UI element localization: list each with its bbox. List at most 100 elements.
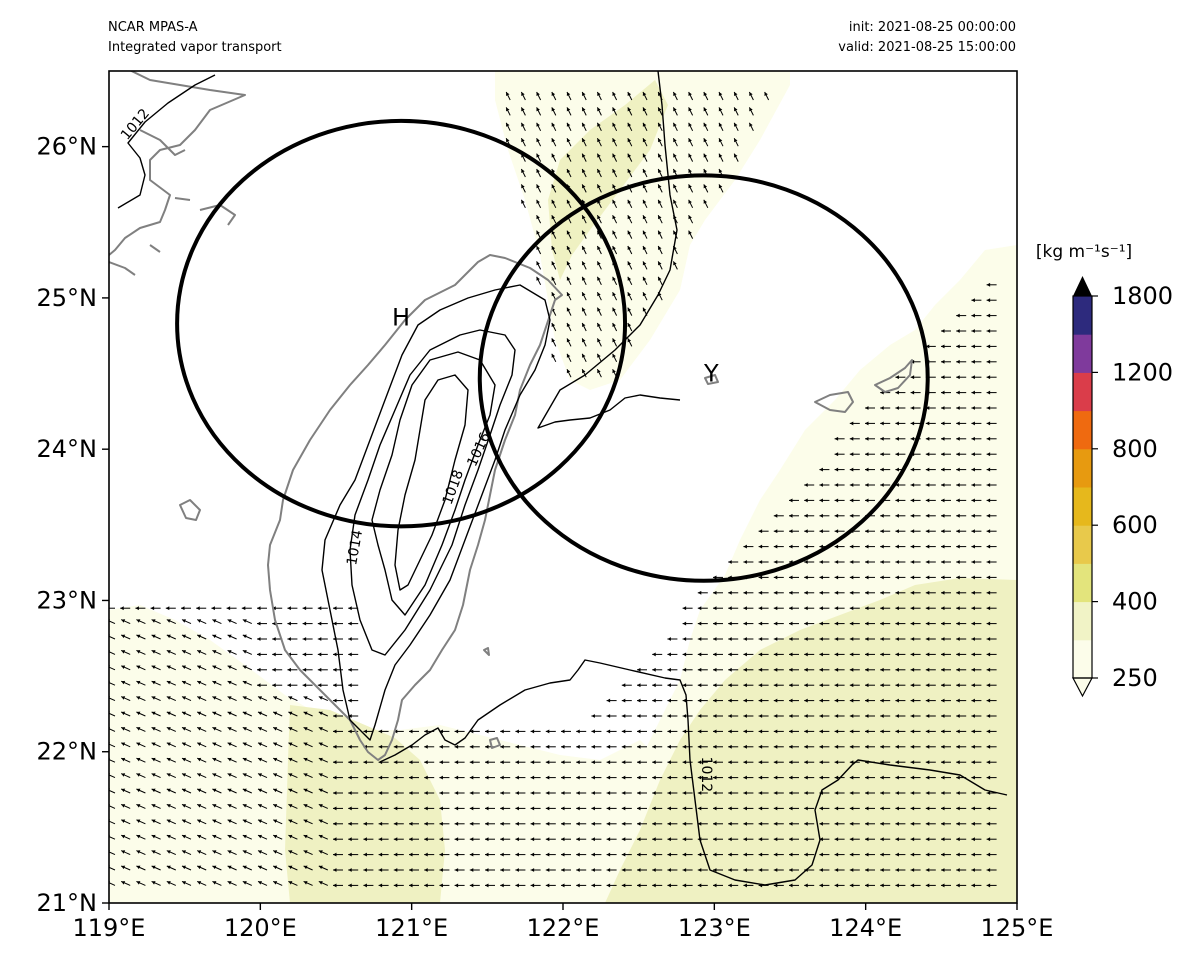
- ivt-vector-head: [697, 729, 702, 734]
- ivt-vector-head: [673, 230, 677, 235]
- ivt-vector-head: [925, 575, 930, 580]
- ivt-vector-head: [515, 868, 519, 872]
- ivt-vector-head: [515, 775, 519, 780]
- ivt-vector-head: [728, 637, 732, 641]
- ivt-vector-head: [318, 865, 323, 870]
- ivt-vector-head: [849, 575, 854, 580]
- ivt-vector-head: [591, 821, 595, 826]
- ivt-vector-head: [363, 729, 367, 734]
- ivt-vector-head: [804, 637, 808, 641]
- ivt-vector-head: [591, 714, 595, 718]
- ivt-vector-head: [348, 698, 352, 703]
- ivt-vector-head: [718, 107, 723, 112]
- ivt-vector-head: [530, 729, 535, 734]
- ivt-vector-head: [212, 773, 217, 777]
- ivt-vector-head: [621, 760, 626, 765]
- ivt-vector-head: [136, 804, 141, 808]
- ivt-vector-head: [834, 575, 839, 580]
- colorbar-tick-label: 1800: [1112, 282, 1173, 310]
- ivt-vector-head: [956, 359, 960, 364]
- ivt-vector-head: [789, 513, 793, 518]
- ivt-vector-head: [743, 883, 747, 888]
- ivt-vector-head: [941, 452, 945, 457]
- ivt-vector-head: [941, 467, 945, 472]
- ivt-vector-head: [880, 806, 884, 811]
- ivt-vector-head: [773, 883, 778, 888]
- ivt-vector-head: [612, 323, 616, 327]
- ivt-vector-head: [166, 865, 171, 870]
- ivt-vector-head: [303, 865, 308, 870]
- ivt-vector-head: [895, 529, 899, 534]
- ivt-vector-head: [849, 590, 854, 595]
- colorbar-unit: [kg m⁻¹s⁻¹]: [1036, 242, 1132, 262]
- ivt-vector-head: [597, 261, 601, 266]
- ivt-vector-head: [849, 544, 854, 549]
- ivt-vector-head: [956, 513, 960, 518]
- ivt-vector-head: [941, 483, 945, 487]
- ivt-vector-head: [621, 806, 626, 811]
- ivt-vector-head: [378, 883, 383, 888]
- ivt-vector-head: [789, 652, 793, 657]
- ivt-vector-head: [758, 667, 763, 672]
- ivt-vector-head: [849, 436, 854, 441]
- ivt-vector-head: [288, 757, 293, 762]
- ivt-vector-head: [530, 775, 535, 780]
- ivt-vector-head: [227, 680, 232, 685]
- ivt-vector-head: [941, 575, 945, 580]
- ivt-vector-head: [197, 711, 202, 716]
- ivt-vector-head: [697, 868, 702, 872]
- ivt-vector-head: [895, 513, 899, 518]
- ivt-vector-head: [652, 729, 656, 734]
- ivt-vector-head: [317, 637, 322, 641]
- ivt-vector-head: [910, 529, 915, 534]
- ivt-vector-head: [688, 107, 692, 112]
- ivt-vector-head: [242, 757, 247, 762]
- ivt-vector-head: [880, 667, 884, 672]
- ivt-vector-head: [956, 575, 960, 580]
- ivt-vector-head: [789, 883, 793, 888]
- ivt-vector-head: [363, 821, 367, 826]
- ivt-vector-head: [697, 821, 702, 826]
- ivt-vector-head: [242, 819, 247, 823]
- ivt-vector-head: [606, 837, 611, 842]
- ivt-vector-head: [758, 606, 763, 611]
- ivt-vector-head: [773, 852, 778, 857]
- ivt-vector-head: [682, 683, 687, 688]
- ivt-vector-head: [621, 698, 626, 703]
- ivt-vector-head: [773, 744, 778, 749]
- ivt-vector-head: [910, 590, 915, 595]
- ivt-vector-head: [627, 169, 632, 173]
- ivt-vector-head: [758, 821, 763, 826]
- ivt-vector-head: [197, 834, 202, 839]
- ivt-vector-head: [257, 606, 261, 611]
- ivt-vector-head: [956, 652, 960, 657]
- ivt-vector-head: [743, 606, 747, 611]
- ivt-vector-head: [819, 714, 823, 718]
- ivt-vector-head: [667, 683, 671, 688]
- ivt-vector-head: [682, 729, 687, 734]
- ivt-vector-head: [576, 821, 580, 826]
- ivt-vector: [109, 743, 116, 748]
- ivt-vector-head: [288, 711, 293, 716]
- figure-header-right: init: 2021-08-25 00:00:00 valid: 2021-08…: [700, 18, 1016, 58]
- ivt-vector-head: [612, 307, 616, 312]
- ivt-vector-head: [333, 868, 337, 872]
- ivt-vector-head: [227, 881, 232, 885]
- isobar-1012-north: [117, 74, 216, 209]
- ivt-vector-head: [804, 698, 808, 703]
- ivt-vector-head: [789, 529, 793, 534]
- ivt-vector-head: [545, 760, 550, 765]
- ivt-vector-head: [682, 806, 687, 811]
- ivt-vector-head: [956, 852, 960, 857]
- ivt-vector-head: [971, 544, 975, 549]
- ivt-vector-head: [895, 744, 899, 749]
- ivt-vector: [109, 820, 116, 825]
- ivt-vector-head: [348, 775, 352, 780]
- ivt-vector-head: [895, 575, 899, 580]
- ivt-vector-head: [621, 821, 626, 826]
- lat-tick-label: 22°N: [37, 738, 98, 766]
- ivt-vector-head: [865, 436, 869, 441]
- ivt-vector-head: [865, 883, 869, 888]
- ivt-vector-head: [288, 788, 293, 793]
- ivt-vector-head: [121, 619, 126, 623]
